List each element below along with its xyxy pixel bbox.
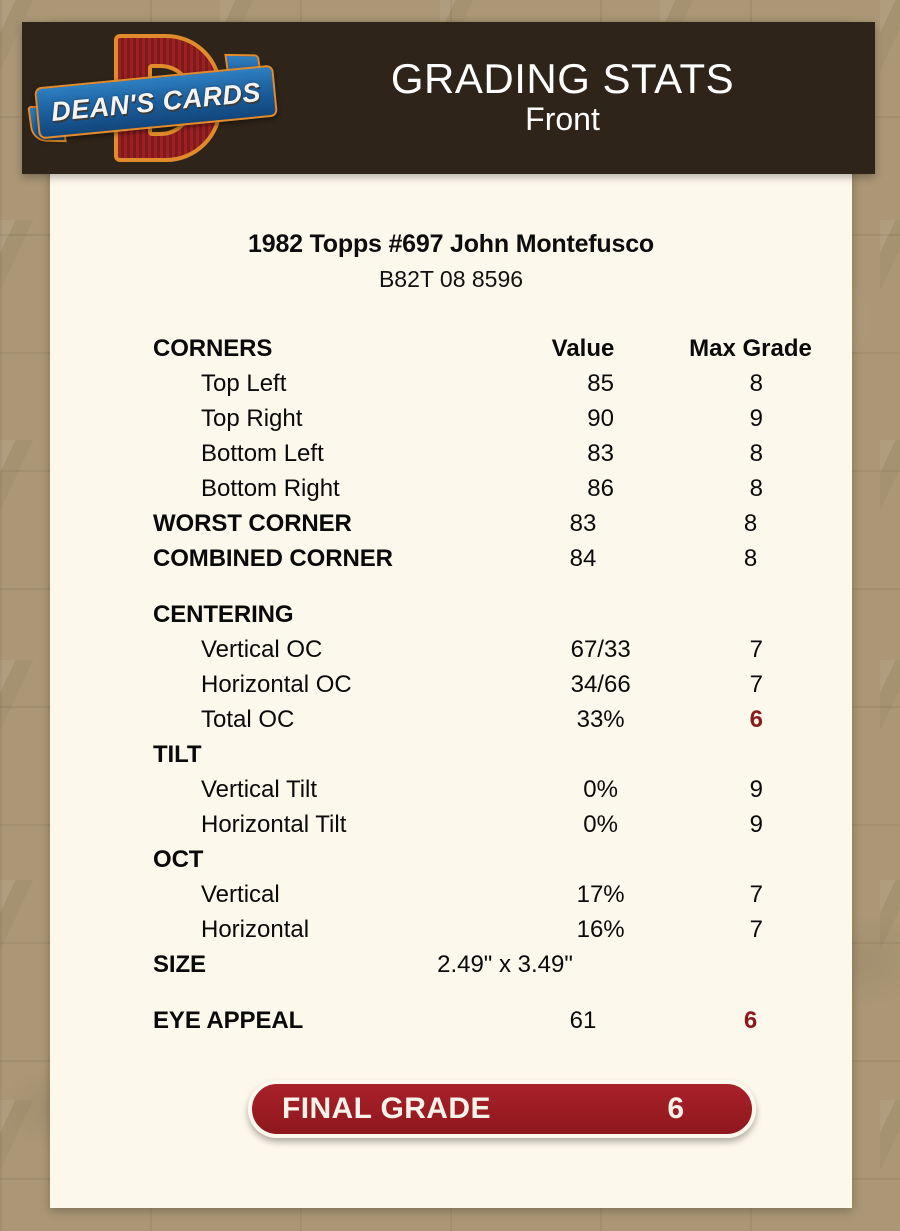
section-heading-eye-appeal: EYE APPEAL [153,1007,304,1034]
row-value: 34/66 [570,671,631,698]
table-row: Total OC 33% 6 [153,706,833,741]
row-grade: 7 [749,881,763,908]
row-grade: 9 [749,811,763,838]
row-label: Top Left [201,370,287,397]
final-grade-banner: FINAL GRADE 6 [248,1080,756,1138]
grading-stats-table: CORNERS Value Max Grade Top Left 85 8 To… [153,335,833,1042]
row-label: Vertical [201,881,280,908]
final-grade-value: 6 [667,1092,684,1125]
row-grade: 9 [749,405,763,432]
page-title: GRADING STATS [390,54,735,102]
row-label: Top Right [201,405,303,432]
table-header-row: CORNERS Value Max Grade [153,335,833,370]
section-row-centering: CENTERING [153,601,833,636]
row-value: 33% [576,706,625,733]
row-label: Vertical OC [201,636,323,663]
row-grade: 7 [749,916,763,943]
table-row: Bottom Left 83 8 [153,440,833,475]
page-subtitle: Front [525,101,600,138]
table-row: Horizontal Tilt 0% 9 [153,811,833,846]
grading-report-panel: 1982 Topps #697 John Montefusco B82T 08 … [50,22,852,1208]
column-header-value: Value [551,335,615,362]
card-title: 1982 Topps #697 John Montefusco [248,230,654,258]
deans-cards-logo: DEAN'S CARDS [22,22,284,174]
row-value-size: 2.49" x 3.49" [437,951,573,978]
section-heading-centering: CENTERING [153,601,294,628]
row-value: 83 [569,510,597,537]
row-grade: 8 [749,475,763,502]
row-grade: 9 [749,776,763,803]
row-label: Horizontal [201,916,310,943]
row-label: Horizontal Tilt [201,811,347,838]
row-grade-flagged: 6 [743,1007,758,1034]
table-row-size: SIZE 2.49" x 3.49" [153,951,833,986]
table-row: Vertical OC 67/33 7 [153,636,833,671]
row-grade: 7 [749,636,763,663]
row-value: 83 [587,440,614,467]
section-heading-corners: CORNERS [153,335,273,362]
table-row: Horizontal OC 34/66 7 [153,671,833,706]
row-grade: 8 [749,440,763,467]
section-row-oct: OCT [153,846,833,881]
row-value: 90 [587,405,614,432]
column-header-max-grade: Max Grade [689,335,812,362]
row-grade: 7 [749,671,763,698]
row-label: WORST CORNER [153,510,352,537]
row-grade: 8 [743,510,758,537]
section-heading-tilt: TILT [153,741,202,768]
table-row: Vertical 17% 7 [153,881,833,916]
row-grade: 8 [743,545,758,572]
final-grade-label: FINAL GRADE [282,1092,491,1125]
table-row: Top Right 90 9 [153,405,833,440]
row-value: 0% [583,811,618,838]
table-row-worst-corner: WORST CORNER 83 8 [153,510,833,545]
row-label: COMBINED CORNER [153,545,393,572]
header-title-block: GRADING STATS Front [284,54,875,140]
table-row: Bottom Right 86 8 [153,475,833,510]
row-label: Total OC [201,706,295,733]
row-value: 17% [576,881,625,908]
row-value: 85 [587,370,614,397]
row-label: Vertical Tilt [201,776,318,803]
table-row-combined-corner: COMBINED CORNER 84 8 [153,545,833,580]
section-row-tilt: TILT [153,741,833,776]
logo-text: DEAN'S CARDS [49,76,263,127]
table-row: Top Left 85 8 [153,370,833,405]
row-label: Bottom Left [201,440,324,467]
row-value: 67/33 [570,636,631,663]
row-value: 84 [569,545,597,572]
report-header: DEAN'S CARDS GRADING STATS Front [22,22,875,174]
card-identification: 1982 Topps #697 John Montefusco B82T 08 … [50,230,852,293]
table-row: Horizontal 16% 7 [153,916,833,951]
row-value: 61 [569,1007,597,1034]
row-grade: 8 [749,370,763,397]
row-value: 0% [583,776,618,803]
row-value: 16% [576,916,625,943]
row-label: Horizontal OC [201,671,352,698]
table-row: Vertical Tilt 0% 9 [153,776,833,811]
card-serial-number: B82T 08 8596 [378,266,524,292]
row-value: 86 [587,475,614,502]
row-label: Bottom Right [201,475,340,502]
section-heading-oct: OCT [153,846,204,873]
row-grade-flagged: 6 [749,706,763,733]
section-heading-size: SIZE [153,951,206,978]
table-row-eye-appeal: EYE APPEAL 61 6 [153,1007,833,1042]
